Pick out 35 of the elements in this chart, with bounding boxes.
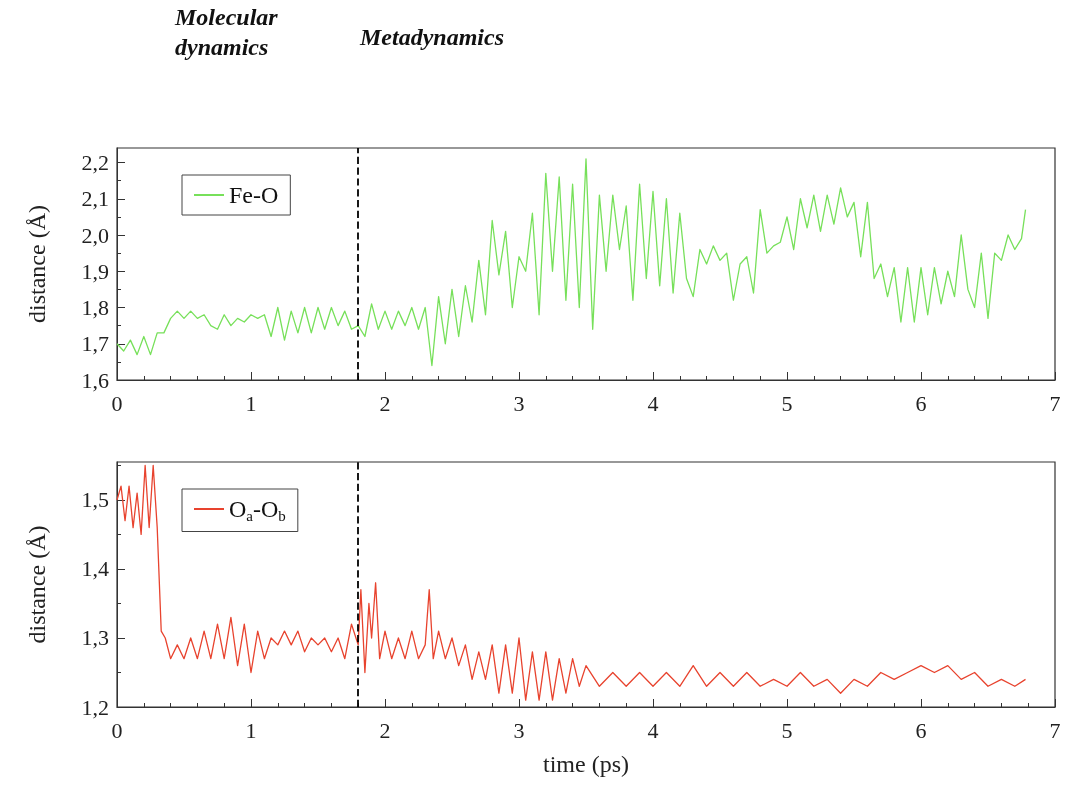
x-axis-title: time (ps) bbox=[543, 751, 629, 777]
y-axis-title: distance (Å) bbox=[24, 525, 50, 644]
y-tick-label: 1,2 bbox=[81, 694, 109, 720]
x-tick-label: 5 bbox=[781, 390, 793, 416]
legend-label: Fe-O bbox=[229, 182, 279, 208]
x-tick-label: 2 bbox=[379, 717, 391, 743]
x-tick-label: 4 bbox=[647, 717, 659, 743]
x-tick-label: 5 bbox=[781, 717, 793, 743]
y-tick-label: 1,6 bbox=[81, 367, 109, 393]
x-tick-label: 4 bbox=[647, 390, 659, 416]
y-tick-label: 2,0 bbox=[81, 222, 109, 248]
x-tick-label: 7 bbox=[1049, 390, 1061, 416]
y-tick-label: 1,4 bbox=[81, 556, 109, 582]
x-tick-label: 6 bbox=[915, 390, 927, 416]
y-tick-label: 1,8 bbox=[81, 295, 109, 320]
y-tick-label: 1,3 bbox=[81, 625, 109, 651]
x-tick-label: 2 bbox=[379, 390, 391, 416]
y-tick-label: 1,9 bbox=[81, 258, 109, 284]
y-tick-label: 1,7 bbox=[81, 331, 109, 357]
x-tick-label: 0 bbox=[111, 717, 123, 743]
y-tick-label: 2,1 bbox=[81, 186, 109, 212]
x-tick-label: 7 bbox=[1049, 717, 1061, 743]
y-tick-label: 2,2 bbox=[81, 150, 109, 175]
y-tick-label: 1,5 bbox=[81, 487, 109, 513]
y-axis-title: distance (Å) bbox=[24, 205, 50, 323]
x-tick-label: 3 bbox=[513, 390, 525, 416]
text: Metadynamics bbox=[359, 24, 504, 50]
x-tick-label: 1 bbox=[245, 390, 257, 416]
line-series bbox=[116, 158, 1027, 367]
x-tick-label: 3 bbox=[513, 717, 525, 743]
line-series bbox=[116, 464, 1027, 701]
x-tick-label: 0 bbox=[111, 390, 123, 416]
x-tick-label: 6 bbox=[915, 717, 927, 743]
text: Molecular dynamics bbox=[174, 4, 284, 60]
x-tick-label: 1 bbox=[245, 717, 257, 743]
